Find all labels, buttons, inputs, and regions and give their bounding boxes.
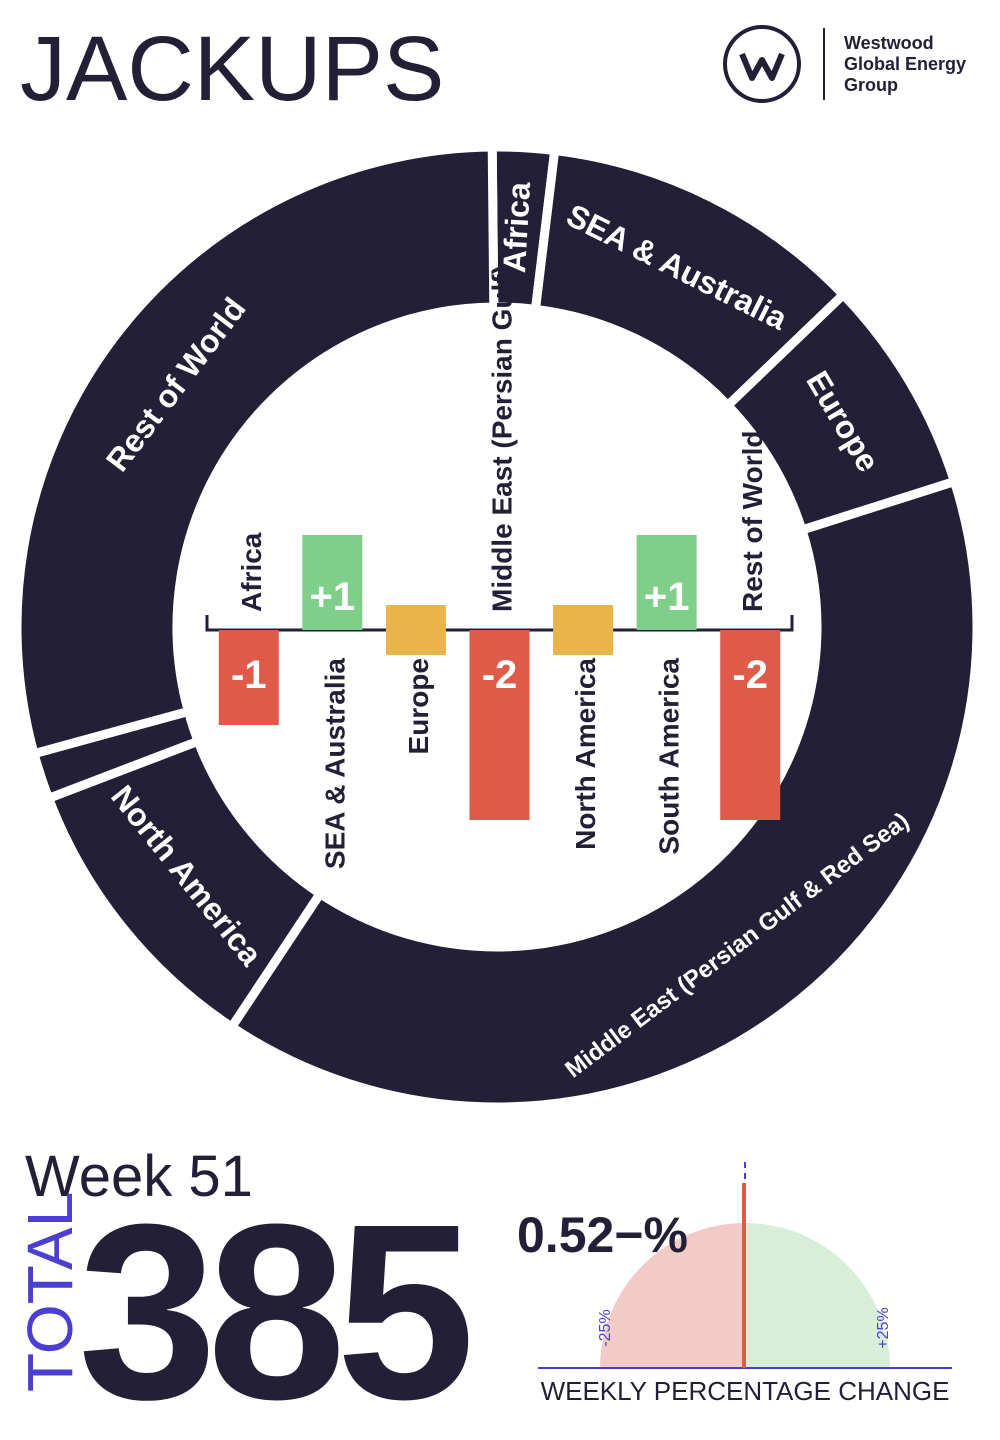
bar [302, 535, 363, 630]
gauge-tick-label: +25% [875, 1307, 892, 1348]
gauge-positive [745, 1223, 890, 1368]
bar-axis [205, 615, 794, 632]
bar-category-label: Africa [236, 532, 267, 612]
gauge-needle [741, 1183, 746, 1368]
bar-category-label: Rest of World [737, 431, 768, 612]
logo-circle [723, 25, 801, 103]
bar-value-label: +1 [310, 575, 356, 619]
bar [385, 605, 446, 655]
bar-value-label: -1 [231, 653, 267, 697]
gauge-negative [600, 1223, 745, 1368]
gauge-title: WEEKLY PERCENTAGE CHANGE [541, 1376, 950, 1406]
bar-category-label: North America [570, 658, 601, 850]
bar-value-label: +1 [644, 575, 690, 619]
bar-value-label: -2 [482, 653, 518, 697]
week-label: Week 51 [25, 1144, 253, 1209]
total-value: 385 [78, 1172, 469, 1440]
bar [469, 630, 530, 820]
bar-category-label: SEA & Australia [319, 658, 350, 870]
gauge-value-label: 0.52−% [517, 1207, 688, 1263]
bar-category-label: Middle East (Persian Gulf) [487, 265, 518, 612]
bar-value-label: -2 [732, 653, 768, 697]
logo-text: Westwood [844, 33, 934, 53]
bar-category-label: South America [654, 658, 685, 855]
gauge-tick-label: -25% [597, 1309, 614, 1346]
page-title: JACKUPS [20, 18, 444, 120]
logo-text: Global Energy [844, 54, 966, 74]
bar-category-label: Europe [403, 658, 434, 754]
total-label: TOTAL [14, 1192, 86, 1392]
donut-segment [12, 142, 499, 760]
logo-text: Group [844, 75, 898, 95]
bar [218, 630, 279, 725]
logo-mark [739, 52, 785, 81]
segment-label: Africa [496, 181, 537, 274]
bar [720, 630, 781, 820]
bar [553, 605, 614, 655]
bar [636, 535, 697, 630]
